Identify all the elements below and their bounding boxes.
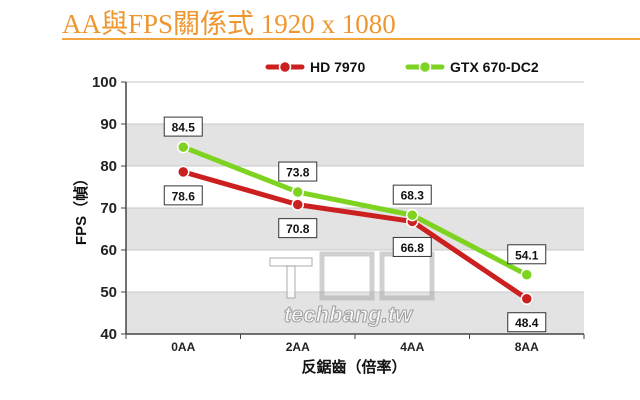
watermark-logo-mark — [379, 251, 435, 301]
x-tick-label: 8AA — [515, 340, 539, 354]
data-label: 54.1 — [515, 248, 539, 262]
chart-title: AA與FPS關係式 1920 x 1080 — [62, 9, 396, 39]
y-tick-label: 70 — [100, 200, 117, 217]
x-tick-label: 4AA — [400, 340, 424, 354]
legend-label: HD 7970 — [310, 59, 365, 75]
data-point — [291, 185, 304, 199]
y-tick-label: 40 — [100, 326, 117, 343]
series-line-hd-7970 — [180, 169, 530, 302]
y-tick-label: 50 — [100, 284, 117, 301]
y-tick-label: 90 — [100, 116, 117, 133]
watermark-logo-mark — [269, 257, 313, 267]
data-point — [520, 292, 533, 305]
legend-swatch-point — [418, 60, 432, 74]
y-tick-label: 60 — [100, 242, 117, 259]
data-label-box — [163, 185, 203, 206]
data-point — [406, 208, 419, 222]
data-label: 48.4 — [515, 316, 539, 330]
series-line-gtx-670-dc2 — [180, 144, 530, 278]
data-label-box — [392, 236, 432, 257]
legend-label: GTX 670-DC2 — [450, 59, 539, 75]
x-tick-label: 2AA — [286, 340, 310, 354]
y-axis-title: FPS（幀） — [72, 171, 90, 245]
watermark-logo-mark — [319, 251, 375, 301]
data-label: 78.6 — [172, 189, 196, 203]
data-label-box — [507, 312, 547, 333]
x-tick-label: 0AA — [171, 340, 195, 354]
data-point — [291, 198, 304, 211]
data-label: 66.8 — [401, 241, 425, 255]
data-label: 73.8 — [286, 166, 310, 180]
data-label-box — [278, 161, 318, 182]
data-label: 70.8 — [286, 222, 310, 236]
watermark-logo-mark — [286, 265, 296, 299]
data-label-box — [392, 184, 432, 205]
data-label-box — [163, 116, 203, 137]
data-point — [520, 268, 533, 282]
y-tick-label: 100 — [92, 74, 117, 91]
data-label-box — [507, 244, 547, 265]
data-label-box — [278, 218, 318, 239]
watermark-text: techbang.tw — [284, 302, 414, 327]
data-label: 68.3 — [401, 189, 425, 203]
legend-swatch-point — [278, 60, 292, 74]
data-point — [177, 140, 190, 154]
data-point — [177, 165, 190, 179]
data-label: 84.5 — [172, 121, 196, 135]
title-underline — [62, 38, 640, 40]
y-tick-label: 80 — [100, 158, 117, 175]
x-axis-title: 反鋸齒（倍率） — [301, 358, 406, 376]
